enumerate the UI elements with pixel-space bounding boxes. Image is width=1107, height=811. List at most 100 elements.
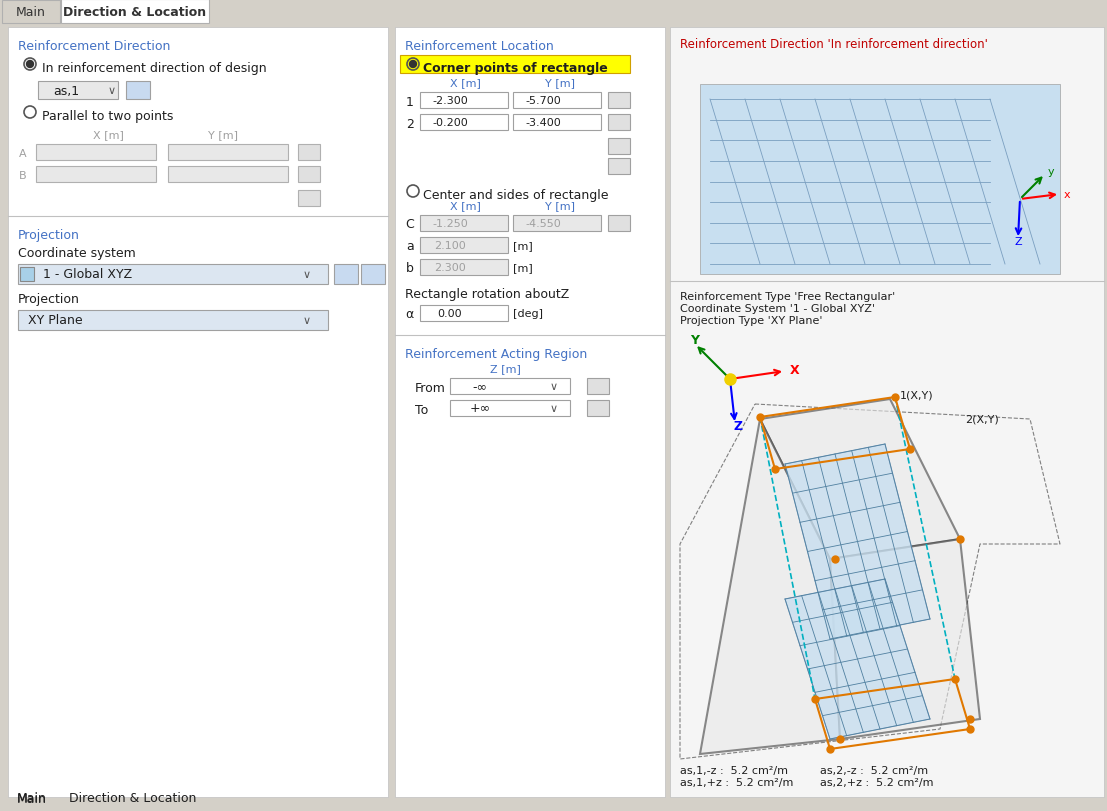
Text: ∨: ∨ — [550, 381, 558, 392]
Bar — [587, 379, 609, 394]
Bar — [608, 159, 630, 175]
Text: 2: 2 — [406, 118, 414, 131]
Text: X [m]: X [m] — [449, 201, 480, 211]
Bar — [126, 82, 151, 100]
Text: X [m]: X [m] — [449, 78, 480, 88]
Bar — [608, 93, 630, 109]
Text: 2.300: 2.300 — [434, 263, 466, 272]
Text: Reinforcement Direction 'In reinforcement direction': Reinforcement Direction 'In reinforcemen… — [680, 37, 987, 50]
Bar — [61, 0, 209, 24]
Text: α: α — [405, 308, 413, 321]
Bar — [513, 93, 601, 109]
Bar — [608, 139, 630, 155]
Text: x: x — [1064, 190, 1070, 200]
Text: Reinforcement Location: Reinforcement Location — [405, 40, 554, 53]
Text: as,2,+z :  5.2 cm²/m: as,2,+z : 5.2 cm²/m — [820, 777, 933, 787]
Circle shape — [407, 186, 420, 198]
Bar — [608, 216, 630, 232]
Text: -5.700: -5.700 — [525, 96, 561, 106]
Polygon shape — [700, 419, 840, 754]
Polygon shape — [785, 444, 930, 639]
Text: as,1,+z :  5.2 cm²/m: as,1,+z : 5.2 cm²/m — [680, 777, 794, 787]
Text: Projection Type 'XY Plane': Projection Type 'XY Plane' — [680, 315, 823, 325]
Text: ∨: ∨ — [108, 86, 116, 96]
Polygon shape — [830, 539, 980, 739]
Bar — [587, 401, 609, 417]
Bar — [37, 167, 156, 182]
Text: Reinforcement Acting Region: Reinforcement Acting Region — [405, 348, 587, 361]
Text: Center and sides of rectangle: Center and sides of rectangle — [423, 189, 609, 202]
Bar — [2, 1, 60, 24]
Text: XY Plane: XY Plane — [28, 314, 83, 327]
Text: -4.550: -4.550 — [525, 219, 561, 229]
Bar — [334, 264, 358, 285]
Bar — [700, 85, 1061, 275]
Bar — [420, 260, 508, 276]
Text: as,1: as,1 — [53, 84, 79, 97]
Text: Coordinate system: Coordinate system — [18, 247, 136, 260]
Text: A: A — [19, 148, 27, 159]
Text: C: C — [405, 218, 414, 231]
Text: Z: Z — [734, 419, 743, 432]
Circle shape — [407, 59, 420, 71]
Text: Direction & Location: Direction & Location — [63, 6, 207, 19]
Bar — [513, 115, 601, 131]
Text: 0.00: 0.00 — [437, 309, 463, 319]
Text: Coordinate System '1 - Global XYZ': Coordinate System '1 - Global XYZ' — [680, 303, 875, 314]
Bar — [395, 28, 665, 797]
Text: Corner points of rectangle: Corner points of rectangle — [423, 62, 608, 75]
Text: Main: Main — [17, 791, 46, 804]
Text: Projection: Projection — [18, 229, 80, 242]
Text: From: From — [415, 381, 446, 394]
Text: ∨: ∨ — [550, 404, 558, 414]
Bar — [451, 379, 570, 394]
Text: ∨: ∨ — [303, 270, 311, 280]
Text: ∨: ∨ — [303, 315, 311, 325]
Bar — [298, 191, 320, 207]
Text: Y: Y — [690, 333, 699, 346]
Bar — [420, 238, 508, 254]
Bar — [298, 167, 320, 182]
Bar — [361, 264, 385, 285]
Text: Z [m]: Z [m] — [489, 363, 520, 374]
Bar — [420, 306, 508, 322]
Text: Reinforcement Direction: Reinforcement Direction — [18, 40, 170, 53]
Bar — [18, 311, 328, 331]
Text: [m]: [m] — [513, 263, 532, 272]
Text: as,1,-z :  5.2 cm²/m: as,1,-z : 5.2 cm²/m — [680, 765, 788, 775]
Text: 2.100: 2.100 — [434, 241, 466, 251]
Text: Projection: Projection — [18, 293, 80, 306]
Text: B: B — [19, 171, 27, 181]
Text: X [m]: X [m] — [93, 130, 124, 139]
Text: -∞: -∞ — [473, 380, 487, 393]
Text: -1.250: -1.250 — [432, 219, 468, 229]
Bar — [0, 0, 1107, 25]
Text: a: a — [406, 240, 414, 253]
Text: +∞: +∞ — [469, 402, 490, 415]
Text: Y [m]: Y [m] — [545, 78, 575, 88]
Text: [deg]: [deg] — [513, 309, 544, 319]
Bar — [608, 115, 630, 131]
Bar — [20, 268, 34, 281]
Text: [m]: [m] — [513, 241, 532, 251]
Text: Y [m]: Y [m] — [545, 201, 575, 211]
Bar — [168, 145, 288, 161]
Text: Y [m]: Y [m] — [208, 130, 238, 139]
Text: -2.300: -2.300 — [432, 96, 468, 106]
Text: 1 - Global XYZ: 1 - Global XYZ — [43, 268, 132, 281]
Bar — [2, 1, 62, 23]
Bar — [420, 216, 508, 232]
Bar — [298, 145, 320, 161]
Circle shape — [27, 62, 33, 68]
Text: Rectangle rotation aboutZ: Rectangle rotation aboutZ — [405, 288, 569, 301]
Bar — [168, 167, 288, 182]
Circle shape — [24, 59, 37, 71]
Text: Main: Main — [17, 6, 45, 19]
Text: 1(X,Y): 1(X,Y) — [900, 389, 933, 400]
Bar — [8, 28, 387, 797]
Text: Parallel to two points: Parallel to two points — [42, 109, 174, 122]
Polygon shape — [785, 579, 930, 739]
Bar — [420, 93, 508, 109]
Text: 1: 1 — [406, 96, 414, 109]
Text: Direction & Location: Direction & Location — [70, 792, 197, 805]
